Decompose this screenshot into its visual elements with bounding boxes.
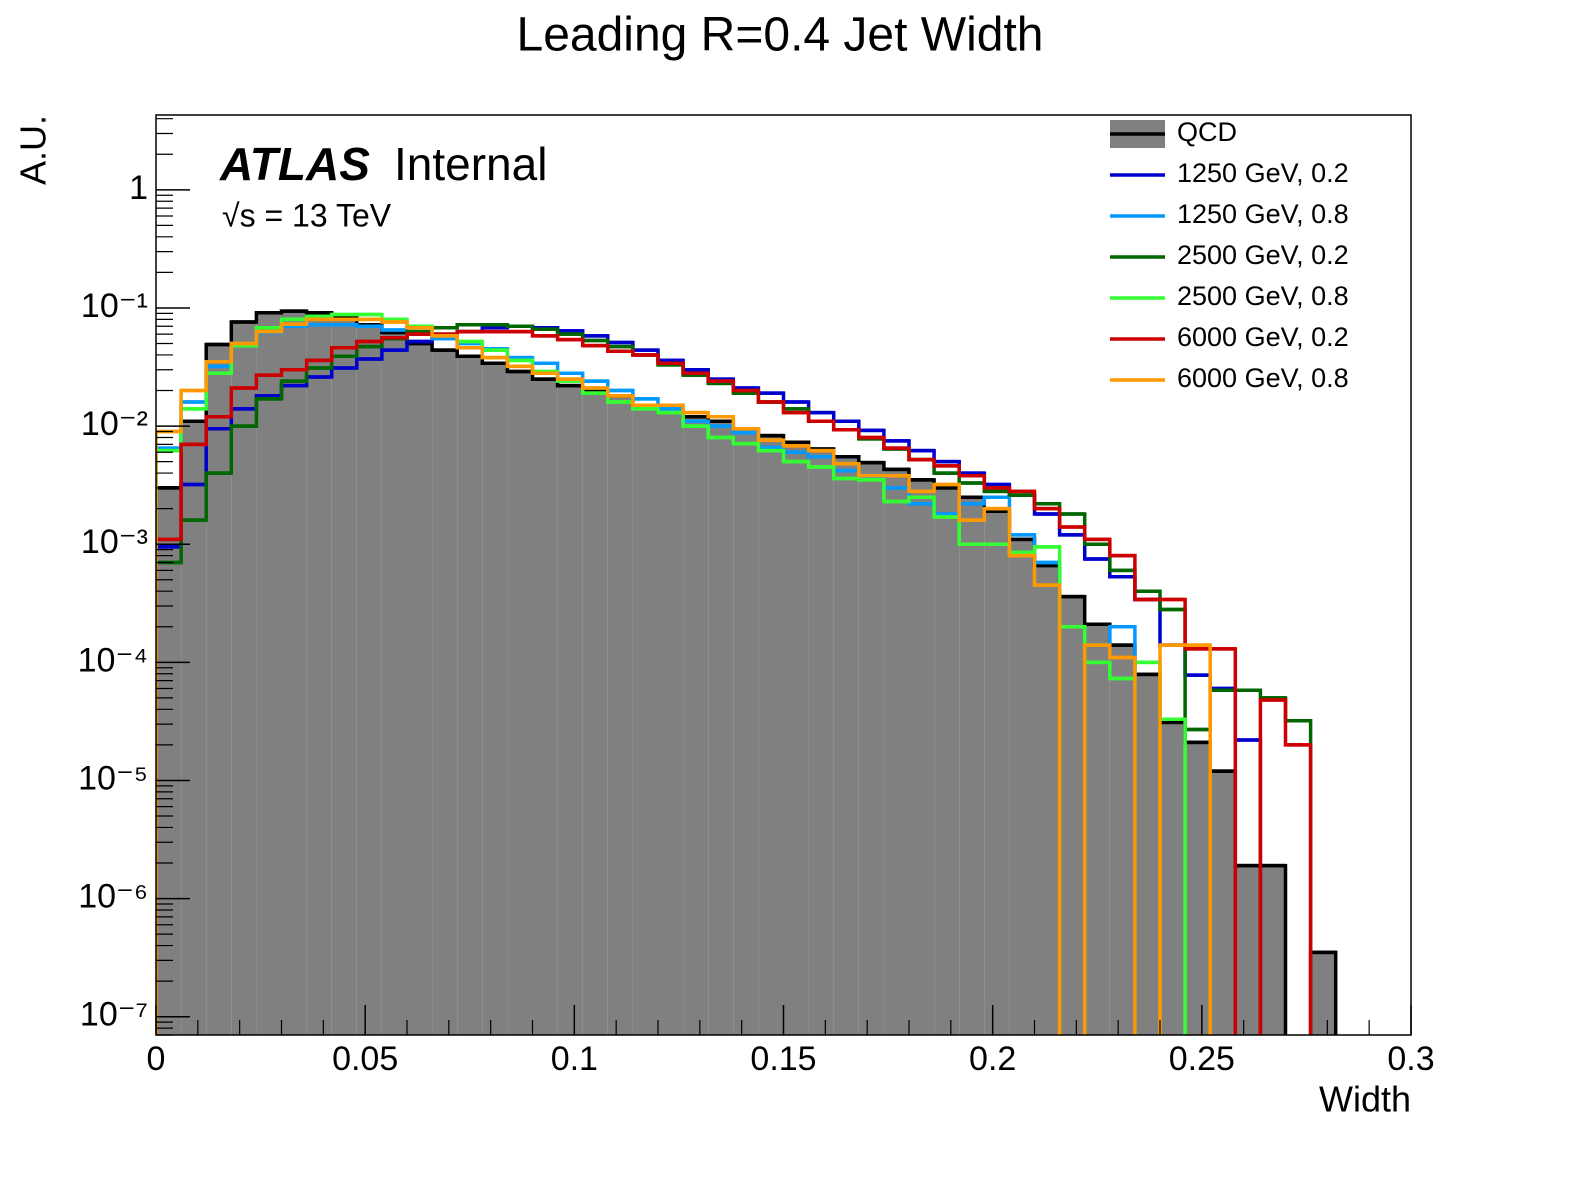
y-axis-label: A.U. [13,115,54,185]
histogram-series [156,309,1338,1035]
hist-bar [959,497,985,1035]
legend-label: 6000 GeV, 0.8 [1177,363,1349,393]
hist-bar [909,479,935,1035]
hist-bar [557,385,583,1035]
hist-bar [758,435,784,1035]
y-tick-label: 10⁻² [81,405,148,443]
histogram-series [156,317,1212,1035]
hist-bar [1185,742,1211,1035]
hist-bar [1310,952,1336,1035]
atlas-label: ATLAS [219,138,370,190]
hist-bar [1160,722,1186,1035]
chart-title: Leading R=0.4 Jet Width [517,9,1044,62]
x-tick-label: 0 [147,1040,166,1078]
hist-bar [783,442,809,1035]
hist-bar [532,379,558,1035]
atlas-status: Internal [394,138,547,190]
y-tick-label: 10⁻⁴ [78,641,148,679]
legend-label: QCD [1177,117,1237,147]
hist-bar [683,416,709,1035]
hist-bar [1235,865,1261,1035]
hist-bar [883,469,909,1035]
hist-bar [331,317,357,1035]
hist-bar [984,511,1010,1035]
histogram-series [156,323,1313,1035]
y-tick-label: 1 [129,169,148,207]
y-tick-label: 10⁻⁵ [78,759,148,797]
x-tick-label: 0.3 [1387,1040,1434,1078]
hist-bar [181,421,207,1035]
hist-bar [432,350,458,1035]
axes: 0 0.05 0.1 0.15 0.2 0.25 0.3 10⁻⁷ 10⁻⁶ 10⁻⁵ 10⁻⁴ 10… [78,114,1435,1078]
hist-bar [733,428,759,1035]
x-axis-label: Width [1319,1079,1411,1120]
hist-bar [507,371,533,1035]
x-tick-label: 0.05 [332,1040,398,1078]
hist-bar [1009,539,1035,1035]
hist-bar [1260,865,1286,1035]
legend-label: 2500 GeV, 0.8 [1177,281,1349,311]
hist-bar [858,462,884,1035]
legend-label: 2500 GeV, 0.2 [1177,240,1349,270]
legend-label: 1250 GeV, 0.8 [1177,199,1349,229]
hist-bar [457,356,483,1035]
hist-bar [934,487,960,1035]
histogram-series [156,312,1187,1035]
hist-bar [1059,596,1085,1035]
hist-bar [582,390,608,1035]
hist-bar [607,395,633,1035]
y-tick-label: 10⁻⁶ [78,878,148,916]
hist-bar [1210,771,1236,1035]
legend: QCD 1250 GeV, 0.2 1250 GeV, 0.8 2500 GeV, 0… [1110,117,1349,393]
legend-label: 6000 GeV, 0.2 [1177,322,1349,352]
x-tick-label: 0.1 [551,1040,598,1078]
hist-bar [231,322,257,1035]
hist-bar [833,456,859,1035]
hist-bar [281,311,307,1035]
y-tick-label: 10⁻¹ [81,287,148,325]
hist-bar [1084,624,1110,1035]
hist-bar [306,312,332,1035]
x-tick-label: 0.15 [750,1040,816,1078]
plot-area [156,309,1338,1035]
x-tick-label: 0.25 [1169,1040,1235,1078]
hist-bar [407,343,433,1035]
hist-bar [356,324,382,1035]
histogram-series [156,329,1313,1035]
energy-label: √s = 13 TeV [222,197,392,233]
hist-bar [808,448,834,1035]
hist-bar [381,332,407,1035]
hist-bar [1134,674,1160,1035]
x-tick-label: 0.2 [969,1040,1016,1078]
y-tick-label: 10⁻³ [81,523,148,561]
hist-bar [482,363,508,1035]
hist-bar [708,421,734,1035]
y-tick-label: 10⁻⁷ [80,996,148,1034]
hist-bar [1034,565,1060,1035]
hist-bar [156,487,182,1035]
hist-bar [1109,645,1135,1035]
legend-label: 1250 GeV, 0.2 [1177,158,1349,188]
hist-bar [658,412,684,1035]
hist-bar [206,344,232,1035]
hist-bar [256,312,282,1035]
hist-bar [632,405,658,1035]
